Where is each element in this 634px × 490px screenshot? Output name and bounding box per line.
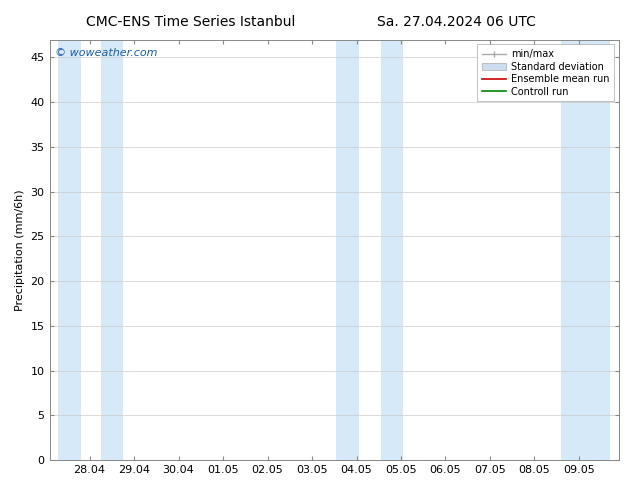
Y-axis label: Precipitation (mm/6h): Precipitation (mm/6h) (15, 189, 25, 311)
Text: CMC-ENS Time Series Istanbul: CMC-ENS Time Series Istanbul (86, 15, 295, 29)
Legend: min/max, Standard deviation, Ensemble mean run, Controll run: min/max, Standard deviation, Ensemble me… (477, 45, 614, 101)
Bar (561, 40, 610, 460)
Bar (381, 40, 403, 460)
Bar (101, 40, 123, 460)
Bar (337, 40, 359, 460)
Bar (58, 40, 81, 460)
Text: Sa. 27.04.2024 06 UTC: Sa. 27.04.2024 06 UTC (377, 15, 536, 29)
Text: © woweather.com: © woweather.com (55, 48, 158, 58)
